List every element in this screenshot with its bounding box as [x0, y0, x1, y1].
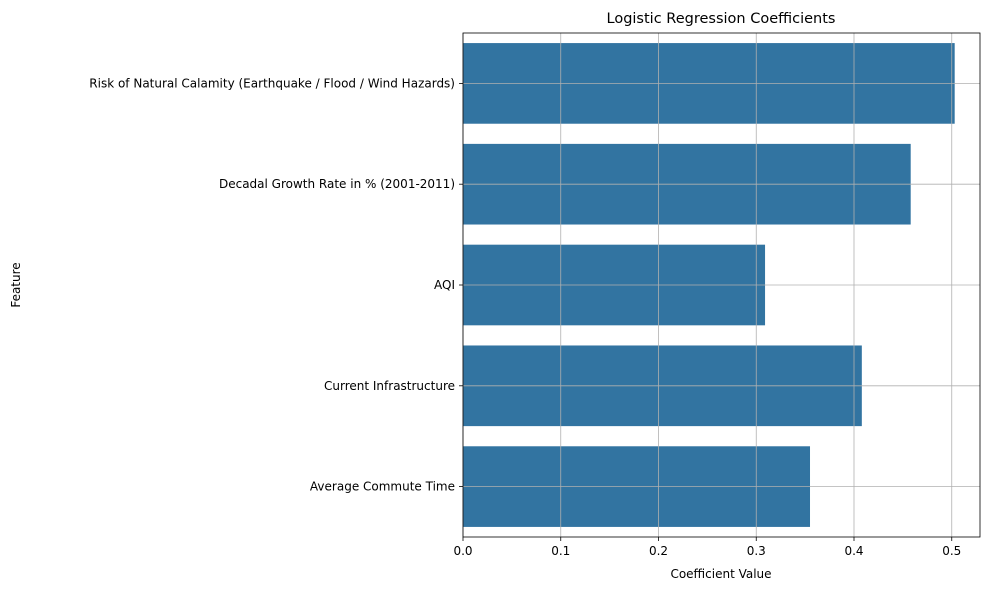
- x-tick-label: 0.4: [844, 544, 863, 558]
- x-axis-label: Coefficient Value: [670, 567, 771, 581]
- chart-title: Logistic Regression Coefficients: [607, 11, 836, 27]
- x-tick-label: 0.2: [649, 544, 668, 558]
- plot-area: 0.0 0.1 0.2 0.3 0.4 0.5 Risk of Natural Calami…: [89, 32, 981, 558]
- y-tick-label: Decadal Growth Rate in % (2001-2011): [219, 177, 455, 191]
- x-tick-label: 0.0: [453, 544, 472, 558]
- y-tick-label: Current Infrastructure: [324, 379, 455, 393]
- x-tick-label: 0.5: [942, 544, 961, 558]
- y-tick-label: Average Commute Time: [310, 480, 455, 494]
- y-tick-label: Risk of Natural Calamity (Earthquake / F…: [89, 76, 455, 90]
- y-axis-label: Feature: [9, 262, 23, 307]
- x-tick-label: 0.3: [747, 544, 766, 558]
- y-tick-label: AQI: [434, 278, 455, 292]
- x-tick-label: 0.1: [551, 544, 570, 558]
